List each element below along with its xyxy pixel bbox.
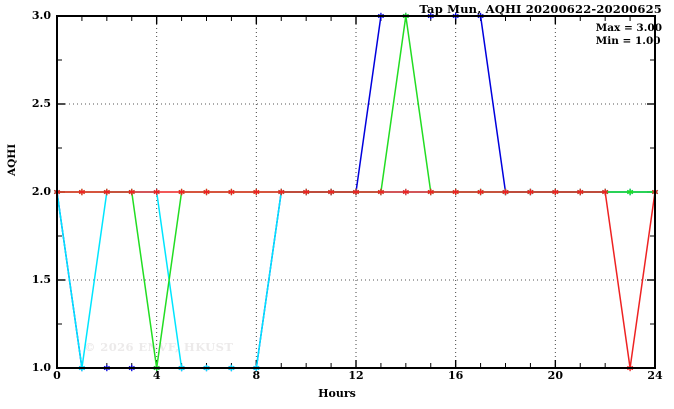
plot-frame [56, 15, 656, 369]
x-tick-label: 4 [152, 369, 161, 382]
x-tick-label: 20 [547, 369, 563, 382]
data-point-marker [153, 188, 160, 196]
data-point-marker [602, 188, 609, 196]
data-point-marker [452, 188, 459, 196]
data-point-marker [427, 188, 434, 196]
max-value-label: Max = 3.00 [595, 22, 662, 34]
data-point-marker [178, 188, 185, 196]
y-tick-label: 2.0 [31, 185, 51, 198]
data-point-marker [253, 188, 260, 196]
data-point-marker [502, 188, 509, 196]
y-tick-label: 1.0 [31, 361, 51, 374]
data-point-marker [402, 188, 409, 196]
data-point-marker [527, 188, 534, 196]
chart-title: Tap Mun, AQHI 20200622-20200625 [419, 2, 662, 16]
data-point-marker [552, 188, 559, 196]
data-point-marker [278, 188, 285, 196]
data-point-marker [352, 188, 360, 196]
stats-legend: Max = 3.00 Min = 1.00 [596, 22, 662, 48]
x-axis-label: Hours [318, 387, 356, 400]
data-point-marker [377, 188, 385, 196]
data-point-marker [103, 188, 110, 196]
x-tick-label: 24 [647, 369, 663, 382]
data-point-marker [327, 188, 335, 196]
min-value-label: Min = 1.00 [595, 35, 661, 47]
data-point-marker [577, 188, 584, 196]
data-point-marker [626, 188, 634, 196]
data-point-marker [203, 188, 210, 196]
data-point-marker [128, 188, 135, 196]
data-point-marker [303, 188, 310, 196]
data-point-marker [228, 188, 235, 196]
x-tick-label: 0 [53, 369, 61, 382]
data-point-marker [477, 188, 484, 196]
y-tick-label: 1.5 [31, 273, 51, 286]
data-point-marker [78, 188, 86, 196]
x-tick-label: 8 [252, 369, 261, 382]
x-tick-label: 16 [448, 369, 464, 382]
x-tick-label: 12 [348, 369, 364, 382]
y-tick-label: 2.5 [31, 97, 51, 110]
y-tick-label: 3.0 [31, 9, 51, 22]
